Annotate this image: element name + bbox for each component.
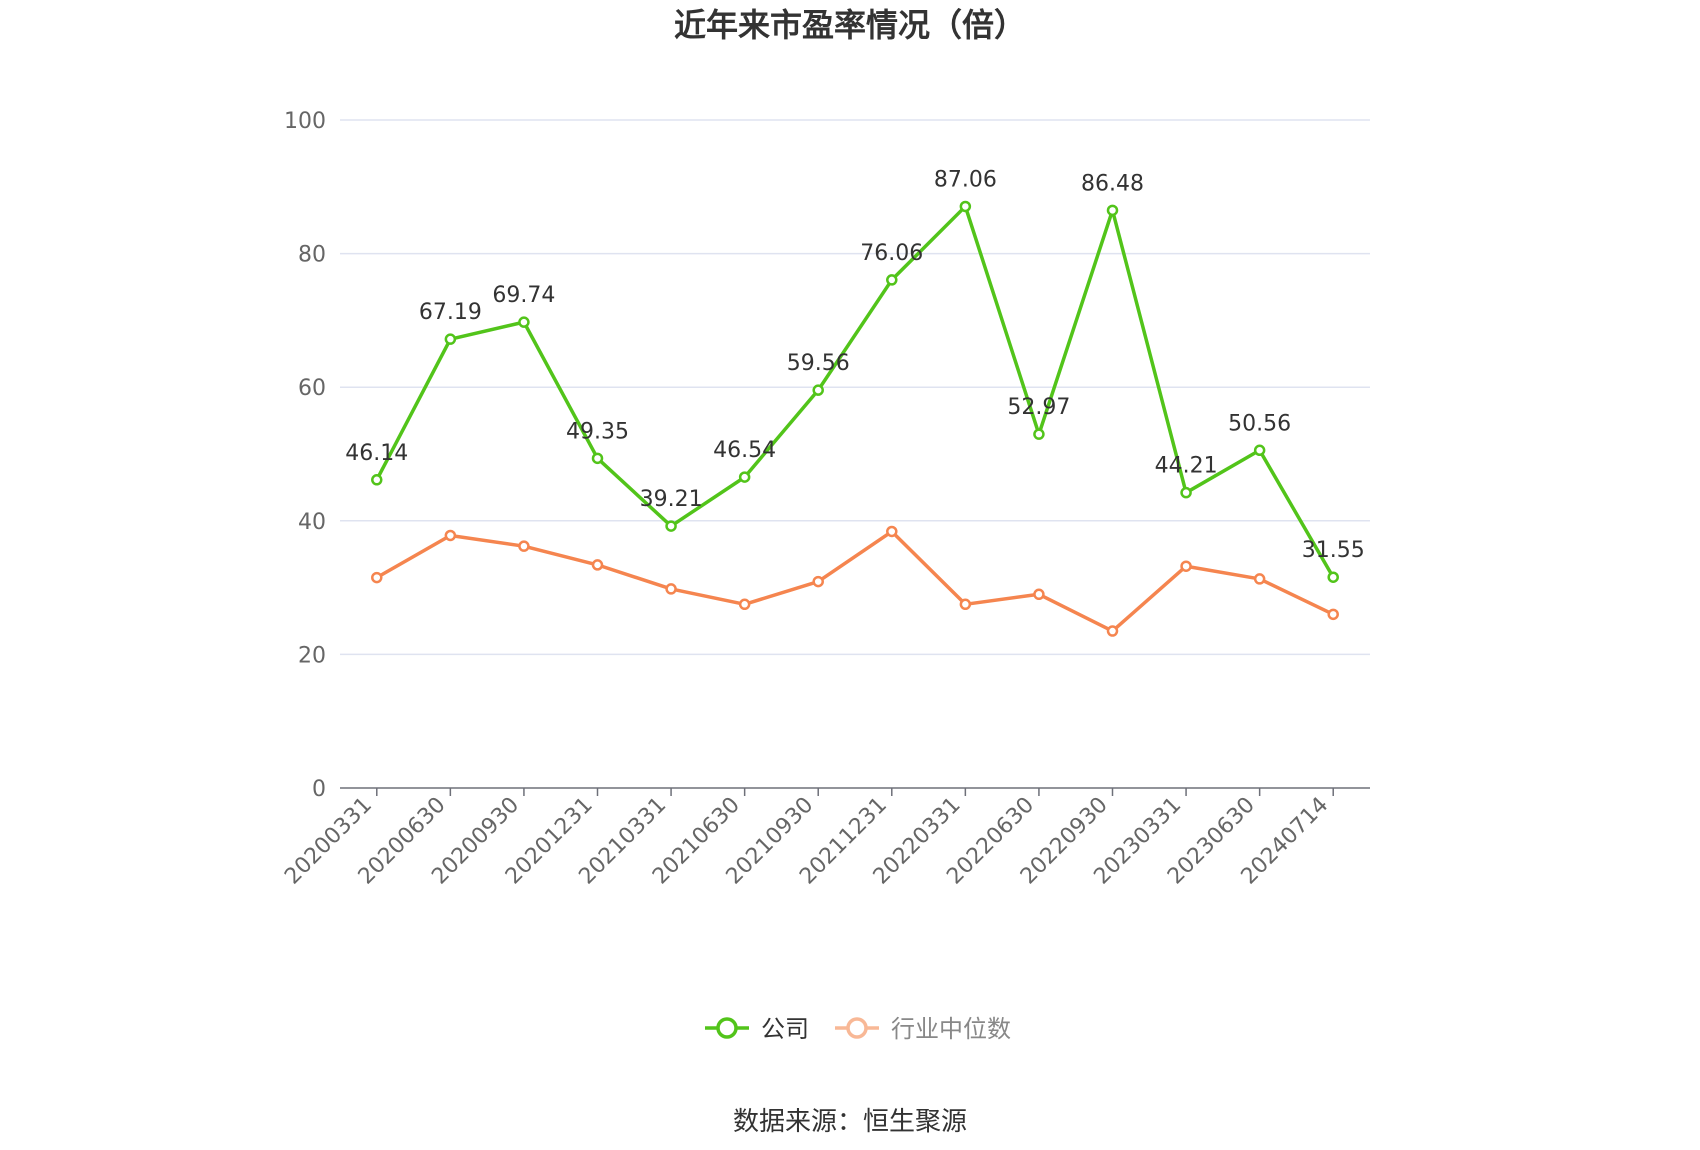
data-label-1: 67.19 [419, 300, 482, 325]
data-point-1-7 [886, 525, 898, 538]
data-label-0: 46.14 [345, 441, 408, 466]
data-label-2: 69.74 [492, 283, 555, 308]
data-point-0-7 [886, 274, 898, 286]
grid-lines [340, 119, 1370, 656]
data-label-6: 59.56 [787, 351, 850, 376]
data-point-0-3 [591, 452, 604, 465]
data-point-0-13 [1327, 571, 1339, 583]
y-tick-label-0: 0 [312, 777, 326, 802]
data-point-1-8 [959, 598, 972, 611]
y-tick-label-2: 40 [298, 510, 326, 535]
y-axis-ticks: 0 20 40 60 80 100 [284, 109, 326, 802]
data-point-1-3 [591, 559, 604, 571]
data-label-11: 44.21 [1155, 454, 1218, 479]
y-tick-label-1: 20 [298, 643, 326, 668]
data-point-1-11 [1180, 560, 1192, 572]
data-label-4: 39.21 [640, 487, 703, 512]
legend-marker-1 [846, 1017, 868, 1039]
legend-label-0: 公司 [761, 1015, 809, 1043]
legend: 公司 行业中位数 [705, 1015, 1011, 1043]
legend-marker-0 [716, 1017, 738, 1039]
chart-title: 近年来市盈率情况（倍） [674, 6, 1026, 44]
data-label-12: 50.56 [1228, 411, 1291, 436]
data-point-1-6 [812, 575, 824, 588]
data-label-10: 86.48 [1081, 171, 1144, 196]
series-line-0 [375, 204, 1335, 579]
data-point-0-2 [518, 316, 530, 328]
source-note: 数据来源：恒生聚源 [733, 1107, 967, 1137]
series-line-1 [375, 529, 1334, 633]
data-point-1-12 [1253, 573, 1266, 585]
data-point-1-4 [665, 583, 677, 595]
data-label-7: 76.06 [860, 241, 923, 266]
x-axis-ticks: 2020033120200630202009302020123120210331… [280, 788, 1334, 889]
data-point-0-4 [665, 520, 677, 532]
data-point-0-11 [1180, 486, 1192, 499]
data-point-1-13 [1327, 608, 1339, 621]
data-point-0-0 [371, 474, 383, 486]
data-label-8: 87.06 [934, 167, 997, 192]
data-point-0-10 [1106, 204, 1119, 217]
data-point-0-12 [1253, 444, 1266, 457]
data-label-9: 52.97 [1007, 395, 1070, 420]
data-point-1-9 [1033, 588, 1045, 601]
data-point-0-9 [1033, 428, 1045, 440]
y-tick-label-3: 60 [298, 376, 326, 401]
data-label-13: 31.55 [1302, 538, 1365, 563]
legend-label-1: 行业中位数 [891, 1015, 1011, 1043]
data-point-0-6 [812, 384, 824, 396]
data-label-3: 49.35 [566, 419, 629, 444]
data-point-0-8 [959, 200, 972, 213]
data-point-0-1 [444, 333, 457, 345]
data-point-1-10 [1106, 625, 1119, 637]
data-label-5: 46.54 [713, 438, 776, 463]
data-point-1-2 [518, 540, 530, 552]
y-tick-label-5: 100 [284, 109, 326, 134]
data-point-1-5 [738, 598, 751, 611]
y-tick-label-4: 80 [298, 243, 326, 268]
series-group [371, 200, 1339, 637]
data-point-1-1 [444, 529, 457, 542]
data-labels: 46.14 67.19 69.74 49.35 39.21 46.54 59.56 76.06… [345, 167, 1364, 563]
data-point-1-0 [371, 571, 383, 584]
data-point-0-5 [738, 471, 751, 483]
